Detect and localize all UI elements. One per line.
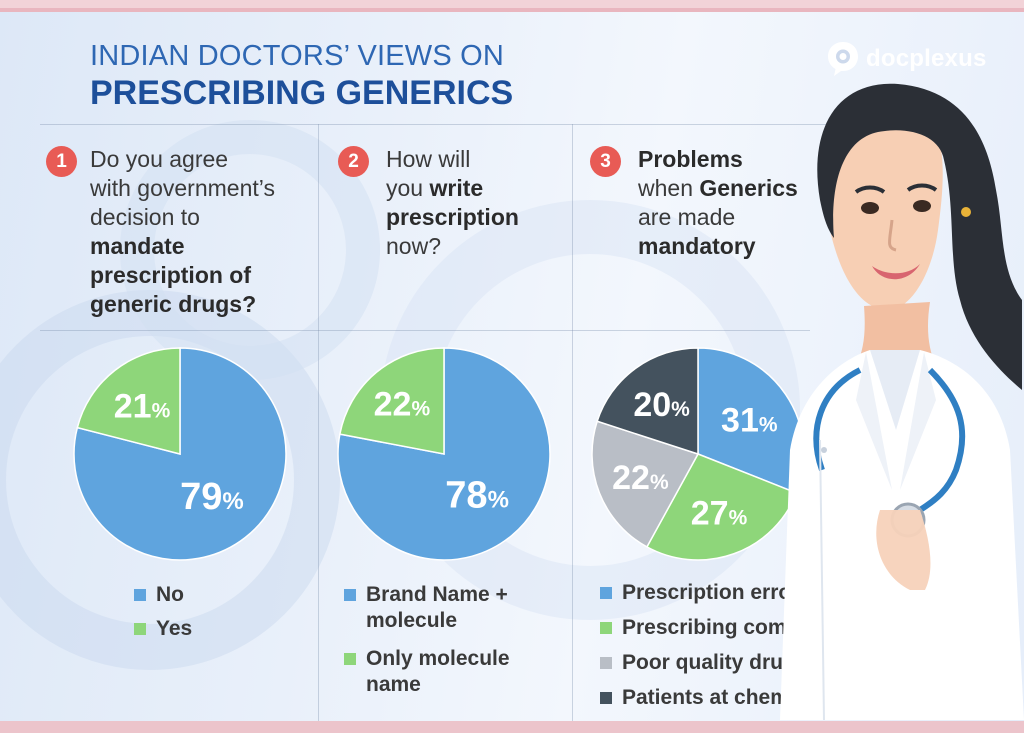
legend-item: Prescription errors [600,580,932,606]
legend-chart-1: No Yes [134,582,192,650]
pie-slice [339,347,445,455]
legend-swatch [134,623,146,635]
divider [318,124,319,721]
pie-slice-label: 31% [721,401,778,439]
legend-swatch [344,653,356,665]
question-2-line: now? [386,233,441,259]
question-3-text: Problems when Generics are made mandator… [638,145,798,261]
question-2-line: prescription [386,204,519,230]
legend-item: No [134,582,192,608]
legend-swatch [344,589,356,601]
bottom-border [0,721,1024,733]
legend-item: Only molecule name [344,646,564,698]
pie-slice-label: 22% [612,459,669,497]
legend-label: Only molecule name [366,647,510,696]
legend-swatch [600,622,612,634]
question-2-text: How will you write prescription now? [386,145,519,261]
legend-item: Yes [134,616,192,642]
question-2-line: you [386,175,430,201]
question-1-line: decision to [90,204,200,230]
brand-logo[interactable]: docplexus [826,40,987,78]
question-number-2: 2 [338,146,369,177]
question-2-line: write [429,175,484,201]
legend-swatch [600,657,612,669]
question-3-line: when [638,175,700,201]
pie-slice-label: 22% [374,385,431,423]
legend-label: Poor quality drugs [622,651,808,674]
legend-item: Brand Name + molecule [344,582,564,634]
legend-swatch [134,589,146,601]
legend-label: Prescription errors [622,581,812,604]
doctor-illustration [780,83,1024,720]
title-line-1: INDIAN DOCTORS’ VIEWS ON [90,40,505,72]
speech-bubble-icon [828,42,858,76]
pie-chart-2: 78% 22% [337,347,551,561]
divider [572,124,573,721]
divider [40,124,850,125]
pie-slice-label: 21% [114,387,171,425]
pie-slice [73,347,287,561]
legend-label: No [156,583,184,606]
pie-chart-3: 31% 27% 22% 20% [591,347,805,561]
question-1-line: mandate [90,233,185,259]
pie-chart-1: 79% 21% [73,347,287,561]
legend-label: Brand Name + molecule [366,583,508,632]
divider [40,330,810,331]
question-1-line: Do you agree [90,146,229,172]
question-3-line: are made [638,204,736,230]
top-border [0,0,1024,12]
pie-slice-label: 27% [691,495,748,533]
pie-slice-label: 20% [633,386,690,424]
question-2-line: How will [386,146,471,172]
question-3-line: Generics [699,175,798,201]
question-1-line: prescription of [90,262,252,288]
question-1-line: with government’s [90,175,275,201]
question-1-text: Do you agree with government’s decision … [90,145,275,319]
question-number-1: 1 [46,146,77,177]
question-1-line: generic drugs? [90,291,257,317]
pie-slice [591,420,700,548]
pie-slice [596,347,699,456]
legend-swatch [600,587,612,599]
title-line-2: PRESCRIBING GENERICS [90,74,514,112]
pie-slice-label: 78% [445,475,509,517]
brand-name: docplexus [866,45,987,72]
legend-label: Yes [156,617,193,640]
legend-swatch [600,692,612,704]
question-number-3: 3 [590,146,621,177]
question-3-line: Problems [638,146,743,172]
legend-chart-2: Brand Name + molecule Only molecule name [344,582,564,710]
legend-item: Poor quality drugs [600,650,932,676]
pie-slice-label: 79% [180,476,244,518]
pie-slice [76,347,181,455]
question-3-line: mandatory [638,233,756,259]
